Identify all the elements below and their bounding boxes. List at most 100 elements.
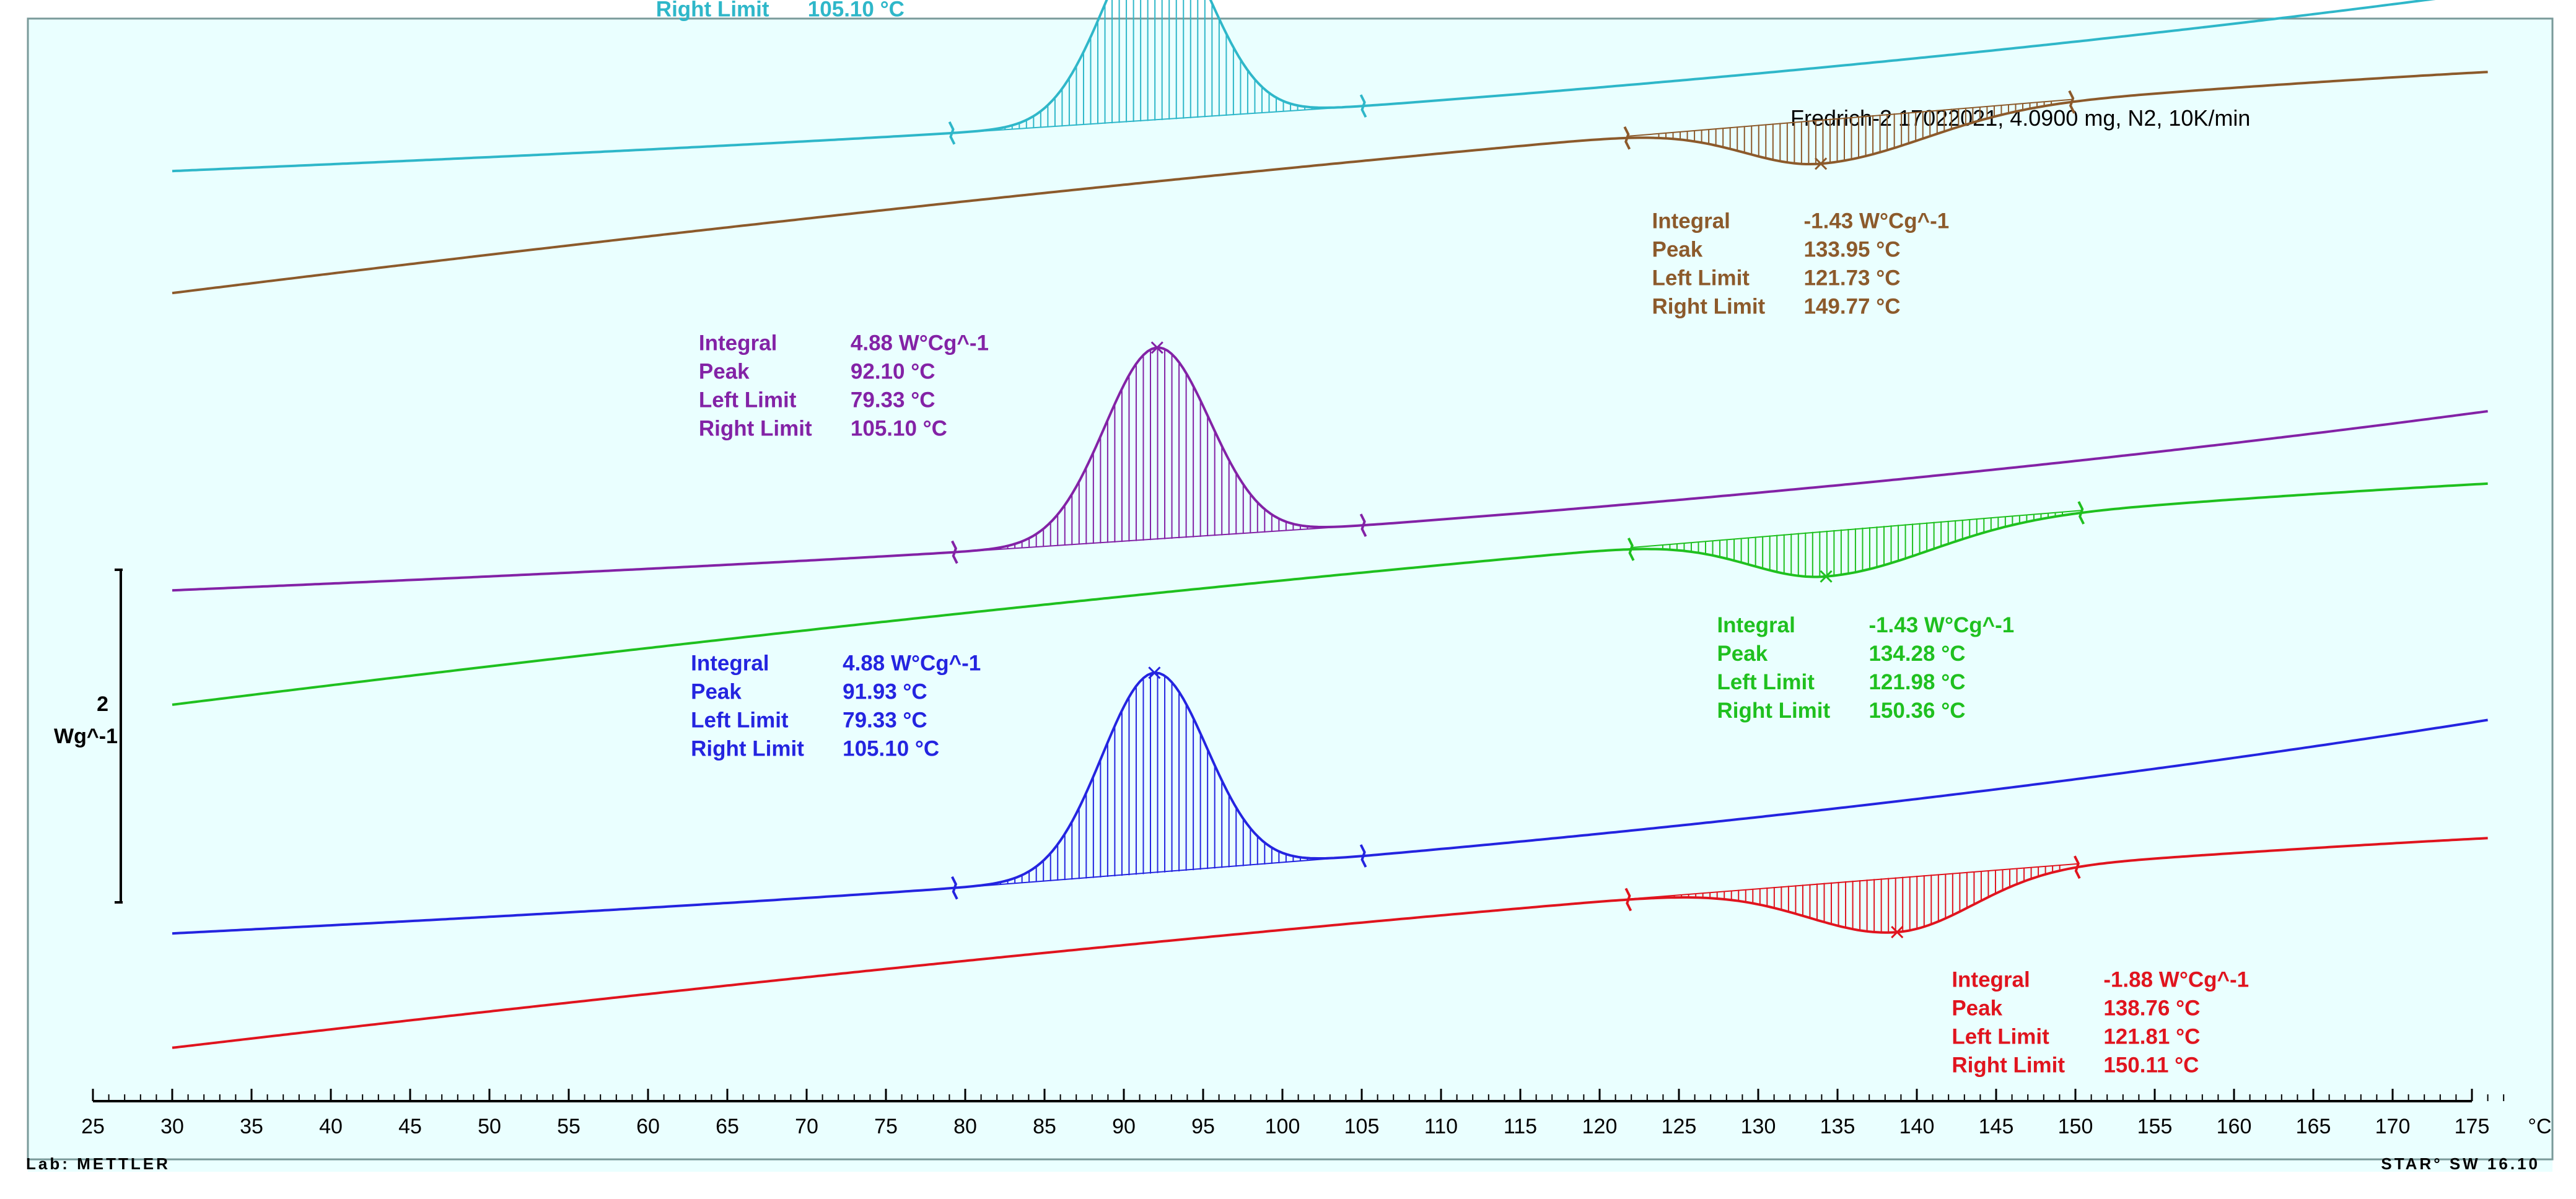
annotation-value: -1.43 W°Cg^-1 (1868, 613, 2014, 637)
annotation-value: 121.98 °C (1868, 670, 1965, 694)
annotation-label: Right Limit (1952, 1053, 2065, 1077)
annotation-value: 134.28 °C (1868, 642, 1965, 666)
annotation-value: 91.93 °C (843, 679, 927, 704)
x-tick-label: 170 (2375, 1115, 2411, 1138)
left-limit-marker (951, 540, 958, 564)
curve-1-cyan (172, 0, 2436, 173)
curve-5-blue (172, 666, 2488, 935)
peak-marker (1815, 157, 1828, 170)
software-label: STAR° SW 16.10 (2381, 1154, 2540, 1173)
scale-bar-value: 2 (97, 692, 108, 716)
annotation-blue: Integral 4.88 W°Cg^-1 Peak 91.93 °C Left Lim… (691, 651, 981, 761)
annotation-value: 150.36 °C (1868, 699, 1965, 723)
x-tick-label: 85 (1033, 1115, 1056, 1138)
curve-6-red-line (172, 837, 2488, 1049)
annotation-value: -1.43 W°Cg^-1 (1803, 209, 1949, 233)
left-limit-marker (1623, 126, 1631, 150)
x-tick-label: 95 (1191, 1115, 1215, 1138)
x-tick-label: 165 (2296, 1115, 2331, 1138)
annotation-label: Left Limit (1717, 670, 1815, 694)
left-limit-marker (1624, 887, 1632, 912)
right-limit-marker (2068, 90, 2075, 114)
annotation-label: Peak (1652, 238, 1702, 262)
curve-3-purple-line (172, 346, 2488, 592)
curve-1-cyan-line (172, 0, 2436, 173)
annotation-value: 105.10 °C (851, 416, 947, 440)
annotation-label: Left Limit (1952, 1024, 2049, 1049)
curve-6-red-integral-baseline (1628, 863, 2077, 900)
curve-2-brown-integral-baseline (1627, 98, 2072, 137)
curve-2-brown-line (172, 71, 2488, 295)
curve-1-cyan-integral-hatch (997, 0, 1320, 131)
plot-frame (27, 17, 2554, 1161)
annotation-value: -1.88 W°Cg^-1 (2103, 967, 2249, 992)
curve-4-green-line (172, 482, 2488, 706)
peak-marker (1150, 341, 1163, 354)
annotation-label: Peak (691, 679, 742, 704)
peak-marker (1891, 925, 1904, 939)
curve-3-purple (172, 341, 2488, 592)
curve-2-brown (172, 71, 2488, 295)
annotation-label: Peak (1717, 642, 1768, 666)
annotation-label: Peak (1952, 996, 2002, 1020)
right-limit-marker (2074, 855, 2081, 879)
x-tick-label: 60 (636, 1115, 660, 1138)
x-tick-label: 130 (1741, 1115, 1776, 1138)
curve-5-blue-line (172, 671, 2488, 935)
series-layer (172, 0, 2488, 1049)
x-tick-label: 50 (478, 1115, 501, 1138)
annotation-value: 105.10 °C (808, 0, 905, 21)
x-tick-label: 105 (1344, 1115, 1380, 1138)
annotation-value: 150.11 °C (2103, 1053, 2199, 1077)
curve-4-green-integral-baseline (1631, 510, 2082, 549)
x-tick-label: 75 (874, 1115, 898, 1138)
curve-2-brown-integral-hatch (1658, 101, 2052, 165)
curve-3-purple-integral-hatch (1000, 347, 1315, 550)
annotation-label: Right Limit (691, 736, 804, 761)
annotation-green: Integral -1.43 W°Cg^-1 Peak 134.28 °C Left L… (1717, 613, 2014, 723)
curve-3-purple-integral-baseline (954, 525, 1364, 553)
left-limit-marker (1627, 538, 1635, 561)
curve-4-green (172, 482, 2488, 706)
peak-marker (1148, 666, 1161, 679)
curve-6-red (172, 837, 2488, 1049)
annotation-label: Right Limit (656, 0, 769, 21)
right-limit-marker (1359, 94, 1367, 118)
x-tick-label: 110 (1424, 1115, 1458, 1138)
x-tick-label: 155 (2137, 1115, 2173, 1138)
annotation-red: Integral -1.88 W°Cg^-1 Peak 138.76 °C Left L… (1952, 967, 2249, 1077)
x-tick-label: 30 (160, 1115, 184, 1138)
x-tick-label: 125 (1662, 1115, 1697, 1138)
annotation-value: 105.10 °C (843, 736, 939, 761)
scale-bar: 2 Wg^-1 (54, 569, 123, 904)
annotation-brown: Integral -1.43 W°Cg^-1 Peak 133.95 °C Left L… (1652, 209, 1949, 319)
x-tick-label: 160 (2217, 1115, 2252, 1138)
x-tick-label: 175 (2455, 1115, 2490, 1138)
left-limit-marker (951, 876, 958, 900)
curve-5-blue-integral-baseline (954, 855, 1364, 889)
annotation-label: Left Limit (1652, 266, 1750, 290)
x-tick-label: 40 (319, 1115, 343, 1138)
annotation-purple: Integral 4.88 W°Cg^-1 Peak 92.10 °C Left Lim… (699, 331, 989, 440)
curve-6-red-integral-hatch (1659, 865, 2061, 933)
annotation-value: 4.88 W°Cg^-1 (843, 651, 981, 675)
x-axis: 25 30 35 40 45 50 55 60 65 70 75 80 85 90 95 100 105 110 1… (81, 1089, 2552, 1138)
annotation-value: 92.10 °C (851, 359, 935, 383)
annotation-value: 138.76 °C (2103, 996, 2200, 1020)
left-limit-marker (948, 121, 956, 145)
annotation-label: Integral (1952, 967, 2030, 992)
x-tick-label: 35 (240, 1115, 263, 1138)
annotation-value: 121.73 °C (1803, 266, 1900, 290)
x-tick-label: 135 (1820, 1115, 1855, 1138)
sample-info: Fredrich-2 17022021, 4.0900 mg, N2, 10K/… (1790, 105, 2250, 131)
right-limit-marker (1359, 844, 1367, 868)
x-tick-label: 65 (716, 1115, 739, 1138)
x-tick-label: 140 (1899, 1115, 1935, 1138)
annotation-label: Integral (1652, 209, 1730, 233)
annotation-label: Right Limit (1652, 295, 1765, 319)
right-limit-marker (2077, 501, 2085, 525)
x-tick-label: 145 (1979, 1115, 2014, 1138)
annotation-value: 121.81 °C (2103, 1024, 2200, 1049)
